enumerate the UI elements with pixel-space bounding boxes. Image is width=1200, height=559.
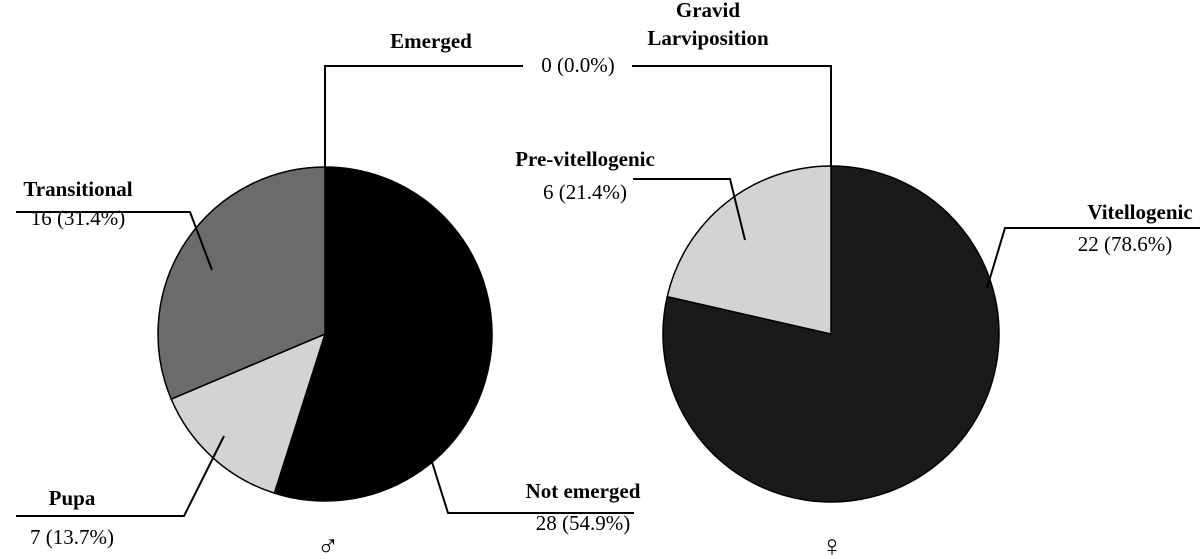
pie-slice-not-emerged [273,166,493,502]
female-symbol: ♀ [821,530,844,559]
vitellogenic-label: Vitellogenic [1087,200,1192,224]
gravid-label: Gravid [676,0,740,22]
vitellogenic-leader-line [986,227,1200,289]
not-emerged-value-label: 28 (54.9%) [536,511,630,535]
gravid-leader-line [632,65,832,166]
pupa-leader-line [16,435,225,517]
pre-vitellogenic-label: Pre-vitellogenic [515,147,655,171]
not-emerged-leader-line [431,461,634,514]
vitellogenic-value-label: 22 (78.6%) [1078,232,1172,256]
female-pie-chart [662,165,1000,503]
transitional-leader-line [16,211,213,271]
zero-value-label: 0 (0.0%) [541,53,614,77]
pre-vitellogenic-value-label: 6 (21.4%) [543,180,627,204]
pie-slice-pre-vitellogenic [666,165,832,335]
emerged-leader-line [324,65,523,168]
not-emerged-label: Not emerged [526,479,641,503]
larviposition-label: Larviposition [647,26,769,50]
transitional-value-label: 16 (31.4%) [31,206,125,230]
male-symbol: ♂ [317,530,340,559]
emerged-label: Emerged [390,29,472,53]
pre-vitellogenic-leader-line [633,178,746,241]
pupa-label: Pupa [49,486,96,510]
pupa-value-label: 7 (13.7%) [30,525,114,549]
transitional-label: Transitional [23,177,132,201]
pie-slice-transitional [157,166,326,401]
male-pie-chart [157,166,493,502]
